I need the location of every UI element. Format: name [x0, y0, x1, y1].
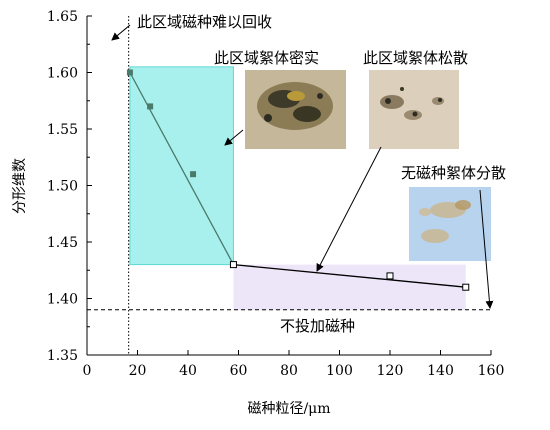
- data-point: [386, 272, 394, 280]
- x-tick-label: 20: [129, 363, 147, 379]
- dense-floc-label: 此区域絮体密实: [214, 49, 319, 67]
- x-tick-label: 100: [326, 363, 353, 379]
- y-tick-label: 1.45: [47, 235, 78, 251]
- x-tick-label: 80: [280, 363, 298, 379]
- data-points: [126, 69, 470, 291]
- y-tick-label: 1.65: [47, 9, 78, 25]
- hard-recover-arrow: [111, 24, 131, 41]
- loose-floc-arrow: [316, 146, 382, 272]
- loose-region: [233, 264, 466, 310]
- x-tick-label: 140: [427, 363, 454, 379]
- x-tick-label: 40: [179, 363, 197, 379]
- data-point: [229, 261, 237, 269]
- x-tick-label: 60: [230, 363, 248, 379]
- highlight-regions: [129, 66, 466, 310]
- data-point: [126, 69, 133, 76]
- no-seed-floc-photo: [409, 187, 491, 261]
- loose-floc-label: 此区域絮体松散: [363, 49, 468, 67]
- x-tick-label: 120: [377, 363, 404, 379]
- x-tick-label: 0: [83, 363, 92, 379]
- y-tick-label: 1.35: [47, 348, 78, 364]
- no-add-label: 不投加磁种: [280, 317, 355, 335]
- loose-floc-photo: [369, 70, 459, 149]
- no-seed-arrow: [479, 189, 494, 309]
- data-point: [190, 171, 197, 178]
- y-tick-label: 1.50: [47, 179, 78, 195]
- no-seed-label: 无磁种絮体分散: [401, 164, 506, 182]
- data-point: [147, 103, 154, 110]
- axis-ticks: 0 20 40 60 80 100 120 140 160 1.35 1.40 1.45 1.50 1.5…: [47, 9, 505, 379]
- dense-floc-photo: [245, 70, 346, 149]
- data-point: [462, 283, 470, 291]
- y-axis-label: 分形维数: [12, 158, 28, 214]
- hard-recover-label: 此区域磁种难以回收: [137, 13, 272, 31]
- x-axis-label: 磁种粒径/μm: [247, 401, 330, 417]
- x-tick-label: 160: [478, 363, 505, 379]
- y-tick-label: 1.40: [47, 292, 78, 308]
- flat-trend-line: [233, 263, 466, 288]
- y-tick-label: 1.55: [47, 122, 78, 138]
- dense-floc-arrow: [224, 129, 244, 146]
- y-tick-label: 1.60: [47, 66, 78, 82]
